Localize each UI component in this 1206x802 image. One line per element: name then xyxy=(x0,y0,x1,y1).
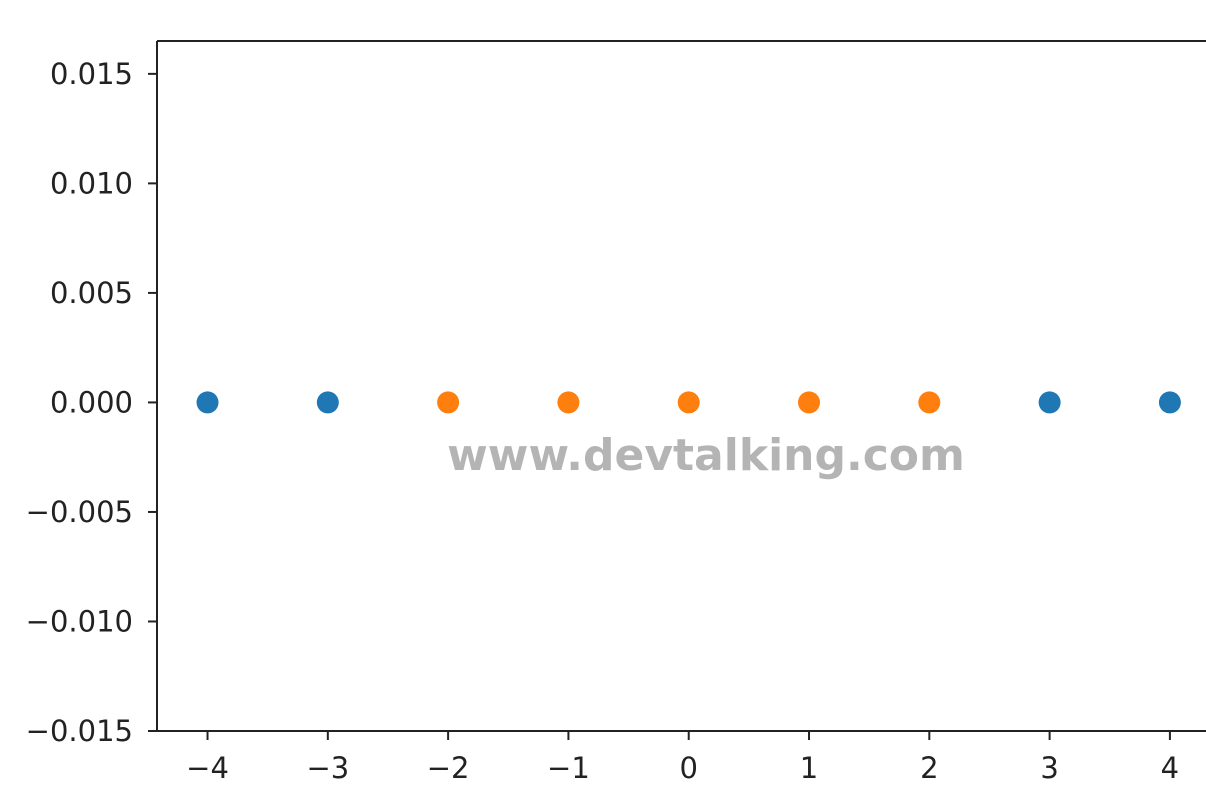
scatter-point xyxy=(918,391,941,414)
x-tick-label: −1 xyxy=(547,751,590,785)
scatter-point xyxy=(1158,391,1181,414)
y-tick-label: 0.005 xyxy=(50,276,133,310)
scatter-point xyxy=(437,391,460,414)
x-tick-label: −3 xyxy=(306,751,349,785)
y-tick-label: 0.010 xyxy=(50,166,133,200)
data-points xyxy=(196,391,1181,414)
scatter-point xyxy=(1038,391,1061,414)
x-tick-label: 3 xyxy=(1040,751,1058,785)
x-tick-label: 4 xyxy=(1161,751,1179,785)
plot-frame xyxy=(156,40,1206,732)
x-tick-label: 0 xyxy=(679,751,697,785)
scatter-point xyxy=(316,391,339,414)
scatter-point xyxy=(196,391,219,414)
scatter-point xyxy=(557,391,580,414)
x-tick-label: −2 xyxy=(427,751,470,785)
scatter-point xyxy=(677,391,700,414)
scatter-point xyxy=(798,391,821,414)
y-axis: 0.015 0.010 0.005 0.000 −0.005 −0.010 −0.015 xyxy=(26,57,157,748)
x-tick-label: 1 xyxy=(800,751,818,785)
y-tick-label: 0.015 xyxy=(50,57,133,91)
y-tick-label: −0.015 xyxy=(26,714,133,748)
y-tick-label: 0.000 xyxy=(50,385,133,419)
x-tick-label: 2 xyxy=(920,751,938,785)
x-axis: −4 −3 −2 −1 0 1 2 3 4 xyxy=(186,731,1179,785)
y-tick-label: −0.005 xyxy=(26,495,133,529)
x-tick-label: −4 xyxy=(186,751,229,785)
watermark: www.devtalking.com xyxy=(447,430,965,481)
y-tick-label: −0.010 xyxy=(26,604,133,638)
